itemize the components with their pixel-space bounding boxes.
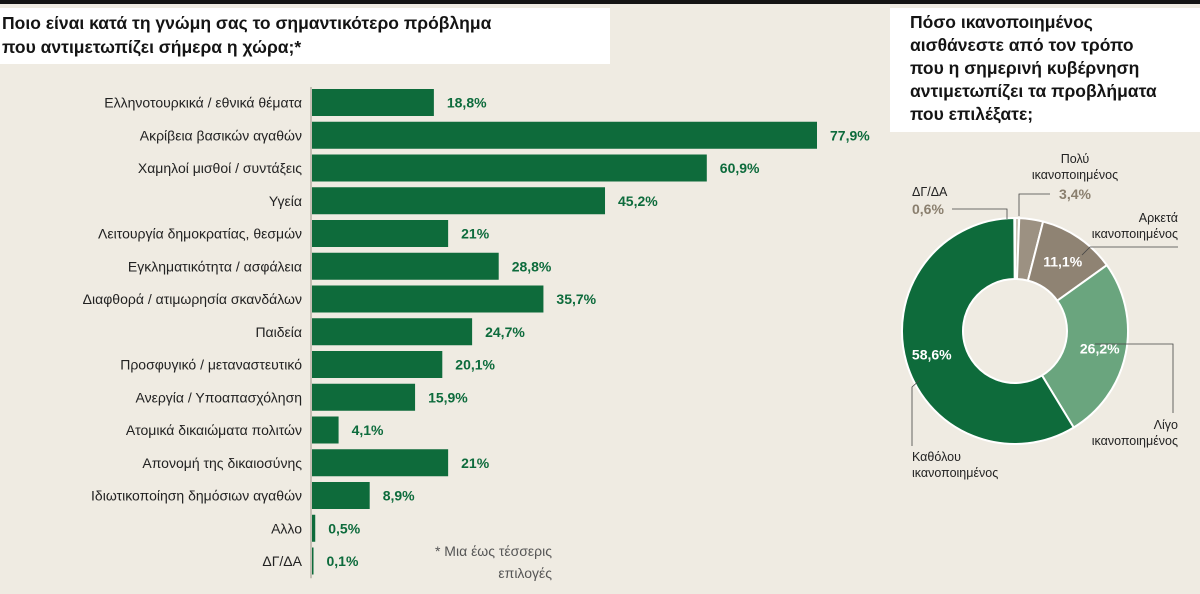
category-label: Απονομή της δικαιοσύνης	[142, 455, 302, 471]
category-label: ΔΓ/ΔΑ	[262, 553, 302, 569]
bar	[312, 514, 316, 542]
slice-category-label: Λίγο ικανοποιημένος	[1092, 418, 1178, 448]
category-label: Υγεία	[269, 193, 302, 209]
bar-chart: Ελληνοτουρκικά / εθνικά θέματα 18,8% Ακρίβ…	[83, 87, 870, 579]
slice-value-label: 58,6%	[912, 347, 952, 363]
category-label: Ατομικά δικαιώματα πολιτών	[126, 422, 302, 438]
bar	[312, 220, 449, 247]
bar-value-label: 0,5%	[328, 520, 360, 536]
bar-value-label: 28,8%	[512, 258, 552, 274]
bar-value-label: 0,1%	[327, 553, 359, 569]
bar-value-label: 45,2%	[618, 193, 658, 209]
donut-chart-title: Πόσο ικανοποιημένος αισθάνεστε από τον τ…	[890, 8, 1200, 132]
bar-value-label: 18,8%	[447, 95, 487, 111]
bar	[312, 285, 544, 313]
category-label: Χαμηλοί μισθοί / συντάξεις	[138, 160, 302, 176]
bar-value-label: 20,1%	[455, 357, 495, 373]
bar	[312, 383, 416, 411]
bar	[312, 547, 314, 575]
leader-line	[911, 379, 921, 446]
bar	[312, 252, 499, 280]
category-label: Αλλο	[271, 520, 302, 536]
category-label: Διαφθορά / ατιμωρησία σκανδάλων	[83, 291, 302, 307]
category-label: Ανεργία / Υποαπασχόληση	[136, 389, 303, 405]
slice-category-label: Αρκετά ικανοποιημένος	[1092, 211, 1178, 241]
category-label: Ακρίβεια βασικών αγαθών	[140, 127, 302, 143]
donut-slice	[1014, 216, 1021, 281]
bar	[312, 318, 473, 346]
slice-category-label: Καθόλου ικανοποιημένος	[912, 450, 998, 480]
slice-value-label: 26,2%	[1080, 340, 1120, 356]
leader-line	[1018, 193, 1050, 216]
bar-value-label: 21%	[461, 455, 490, 471]
slice-category-label: Πολύ ικανοποιημένος	[1032, 152, 1118, 182]
bar-value-label: 24,7%	[485, 324, 525, 340]
top-rule	[0, 0, 1200, 4]
category-label: Εγκληματικότητα / ασφάλεια	[128, 258, 302, 274]
slice-value-label: 3,4%	[1059, 186, 1091, 202]
bar-chart-title: Ποιο είναι κατά τη γνώμη σας το σημαντικ…	[0, 8, 610, 64]
bar	[312, 187, 606, 215]
bar	[312, 351, 443, 378]
leader-line	[1081, 246, 1178, 256]
bar-value-label: 21%	[461, 226, 490, 242]
slice-category-label: ΔΓ/ΔΑ	[912, 185, 948, 199]
category-label: Προσφυγικό / μεταναστευτικό	[120, 357, 302, 373]
leader-line	[952, 208, 1008, 219]
donut-slice	[901, 216, 1076, 445]
bar	[312, 416, 339, 444]
bar	[312, 121, 817, 149]
footnote: * Μια έως τέσσερις επιλογές	[434, 543, 552, 581]
bar-value-label: 4,1%	[352, 422, 384, 438]
bar-value-label: 35,7%	[556, 291, 596, 307]
slice-value-label: 0,6%	[912, 201, 944, 217]
bar	[312, 449, 449, 477]
donut-slice	[1026, 220, 1109, 303]
donut-slice	[1015, 217, 1045, 282]
slice-value-label: 11,1%	[1043, 253, 1082, 269]
bar-value-label: 8,9%	[383, 488, 415, 504]
leader-line	[1095, 343, 1174, 413]
bar-value-label: 60,9%	[720, 160, 760, 176]
bar	[312, 89, 434, 116]
category-label: Ιδιωτικοποίηση δημόσιων αγαθών	[91, 488, 302, 504]
bar-value-label: 77,9%	[830, 127, 870, 143]
bar	[312, 482, 370, 509]
bar-value-label: 15,9%	[428, 389, 468, 405]
donut-slice	[1040, 263, 1129, 429]
category-label: Παιδεία	[255, 324, 302, 340]
category-label: Ελληνοτουρκικά / εθνικά θέματα	[104, 95, 302, 111]
category-label: Λειτουργία δημοκρατίας, θεσμών	[98, 226, 302, 242]
bar	[312, 154, 707, 182]
